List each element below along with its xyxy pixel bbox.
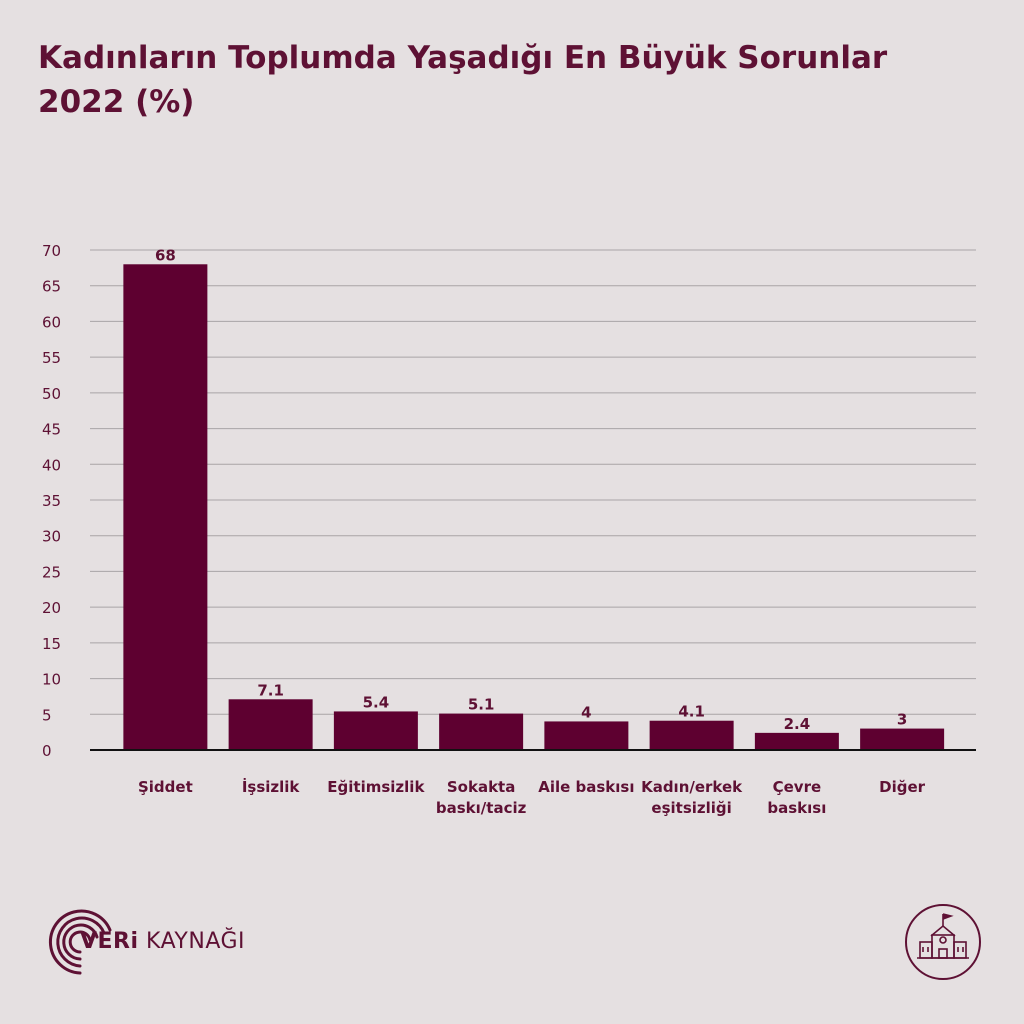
x-tick-label: Diğer <box>879 778 926 796</box>
y-tick-label: 0 <box>42 742 52 760</box>
veri-kaynagi-logo-icon <box>48 909 112 975</box>
y-tick-label: 45 <box>42 421 61 439</box>
school-building-icon <box>905 904 981 980</box>
x-tick-label-line: Çevre <box>773 778 822 796</box>
data-label: 68 <box>155 246 176 264</box>
y-tick-label: 5 <box>42 706 52 724</box>
bar <box>439 713 524 750</box>
x-tick-label-line: Aile baskısı <box>538 778 634 796</box>
y-tick-label: 40 <box>42 456 61 474</box>
bar <box>228 699 313 750</box>
bar <box>754 732 839 750</box>
x-tick-label: Sokakta baskı/taciz <box>436 778 527 817</box>
chart-title: Kadınların Toplumda Yaşadığı En Büyük So… <box>38 36 988 124</box>
x-tick-label-line: baskısı <box>767 799 826 817</box>
bar <box>333 711 418 750</box>
chart-title-line-2: 2022 (%) <box>38 84 195 120</box>
x-axis-labels: Şiddet İşsizlik Eğitimsizlik Sokakta baskı/t… <box>138 777 926 817</box>
data-label: 3 <box>897 711 907 729</box>
x-tick-label-line: Kadın/erkek <box>641 778 743 796</box>
x-tick-label: Şiddet <box>138 778 193 796</box>
y-tick-label: 50 <box>42 385 61 403</box>
x-tick-label: Eğitimsizlik <box>327 778 425 796</box>
data-label: 5.4 <box>363 693 390 711</box>
y-tick-label: 25 <box>42 563 61 581</box>
y-tick-label: 65 <box>42 278 61 296</box>
y-tick-label: 20 <box>42 599 61 617</box>
x-tick-label-line: Şiddet <box>138 778 193 796</box>
y-tick-label: 60 <box>42 313 61 331</box>
data-labels: 68 7.1 5.4 5.1 4 4.1 2.4 3 <box>155 246 907 733</box>
x-tick-label-line: baskı/taciz <box>436 799 527 817</box>
data-label: 7.1 <box>257 681 284 699</box>
bar <box>649 720 734 750</box>
x-tick-label-line: İşsizlik <box>242 777 301 796</box>
x-tick-label-line: Diğer <box>879 778 926 796</box>
y-tick-label: 55 <box>42 349 61 367</box>
data-label: 5.1 <box>468 696 495 714</box>
x-tick-label-line: Sokakta <box>447 778 515 796</box>
chart-title-line-1: Kadınların Toplumda Yaşadığı En Büyük So… <box>38 40 888 76</box>
x-tick-label: Çevre baskısı <box>767 778 826 817</box>
logo-wordmark-light: KAYNAĞI <box>146 929 246 954</box>
y-tick-label: 15 <box>42 635 61 653</box>
bars <box>123 264 945 750</box>
data-label: 2.4 <box>784 715 811 733</box>
bar <box>544 721 629 750</box>
x-tick-label-line: eşitsizliği <box>651 799 731 817</box>
y-tick-label: 10 <box>42 671 61 689</box>
gridlines <box>90 249 976 715</box>
y-tick-label: 70 <box>42 242 61 260</box>
x-tick-label: İşsizlik <box>242 777 301 796</box>
y-tick-label: 30 <box>42 528 61 546</box>
logo-wordmark-bold: VERi <box>80 929 139 954</box>
logo-wordmark: VERi KAYNAĞI <box>80 929 245 954</box>
bar <box>123 264 208 750</box>
data-label: 4 <box>581 703 591 721</box>
y-axis-ticks: 0 5 10 15 20 25 30 35 40 45 50 55 60 65 70 <box>42 242 61 760</box>
x-tick-label: Aile baskısı <box>538 778 634 796</box>
x-tick-label-line: Eğitimsizlik <box>327 778 425 796</box>
x-tick-label: Kadın/erkek eşitsizliği <box>641 778 743 817</box>
bar <box>860 728 945 750</box>
y-tick-label: 35 <box>42 492 61 510</box>
data-label: 4.1 <box>678 703 705 721</box>
